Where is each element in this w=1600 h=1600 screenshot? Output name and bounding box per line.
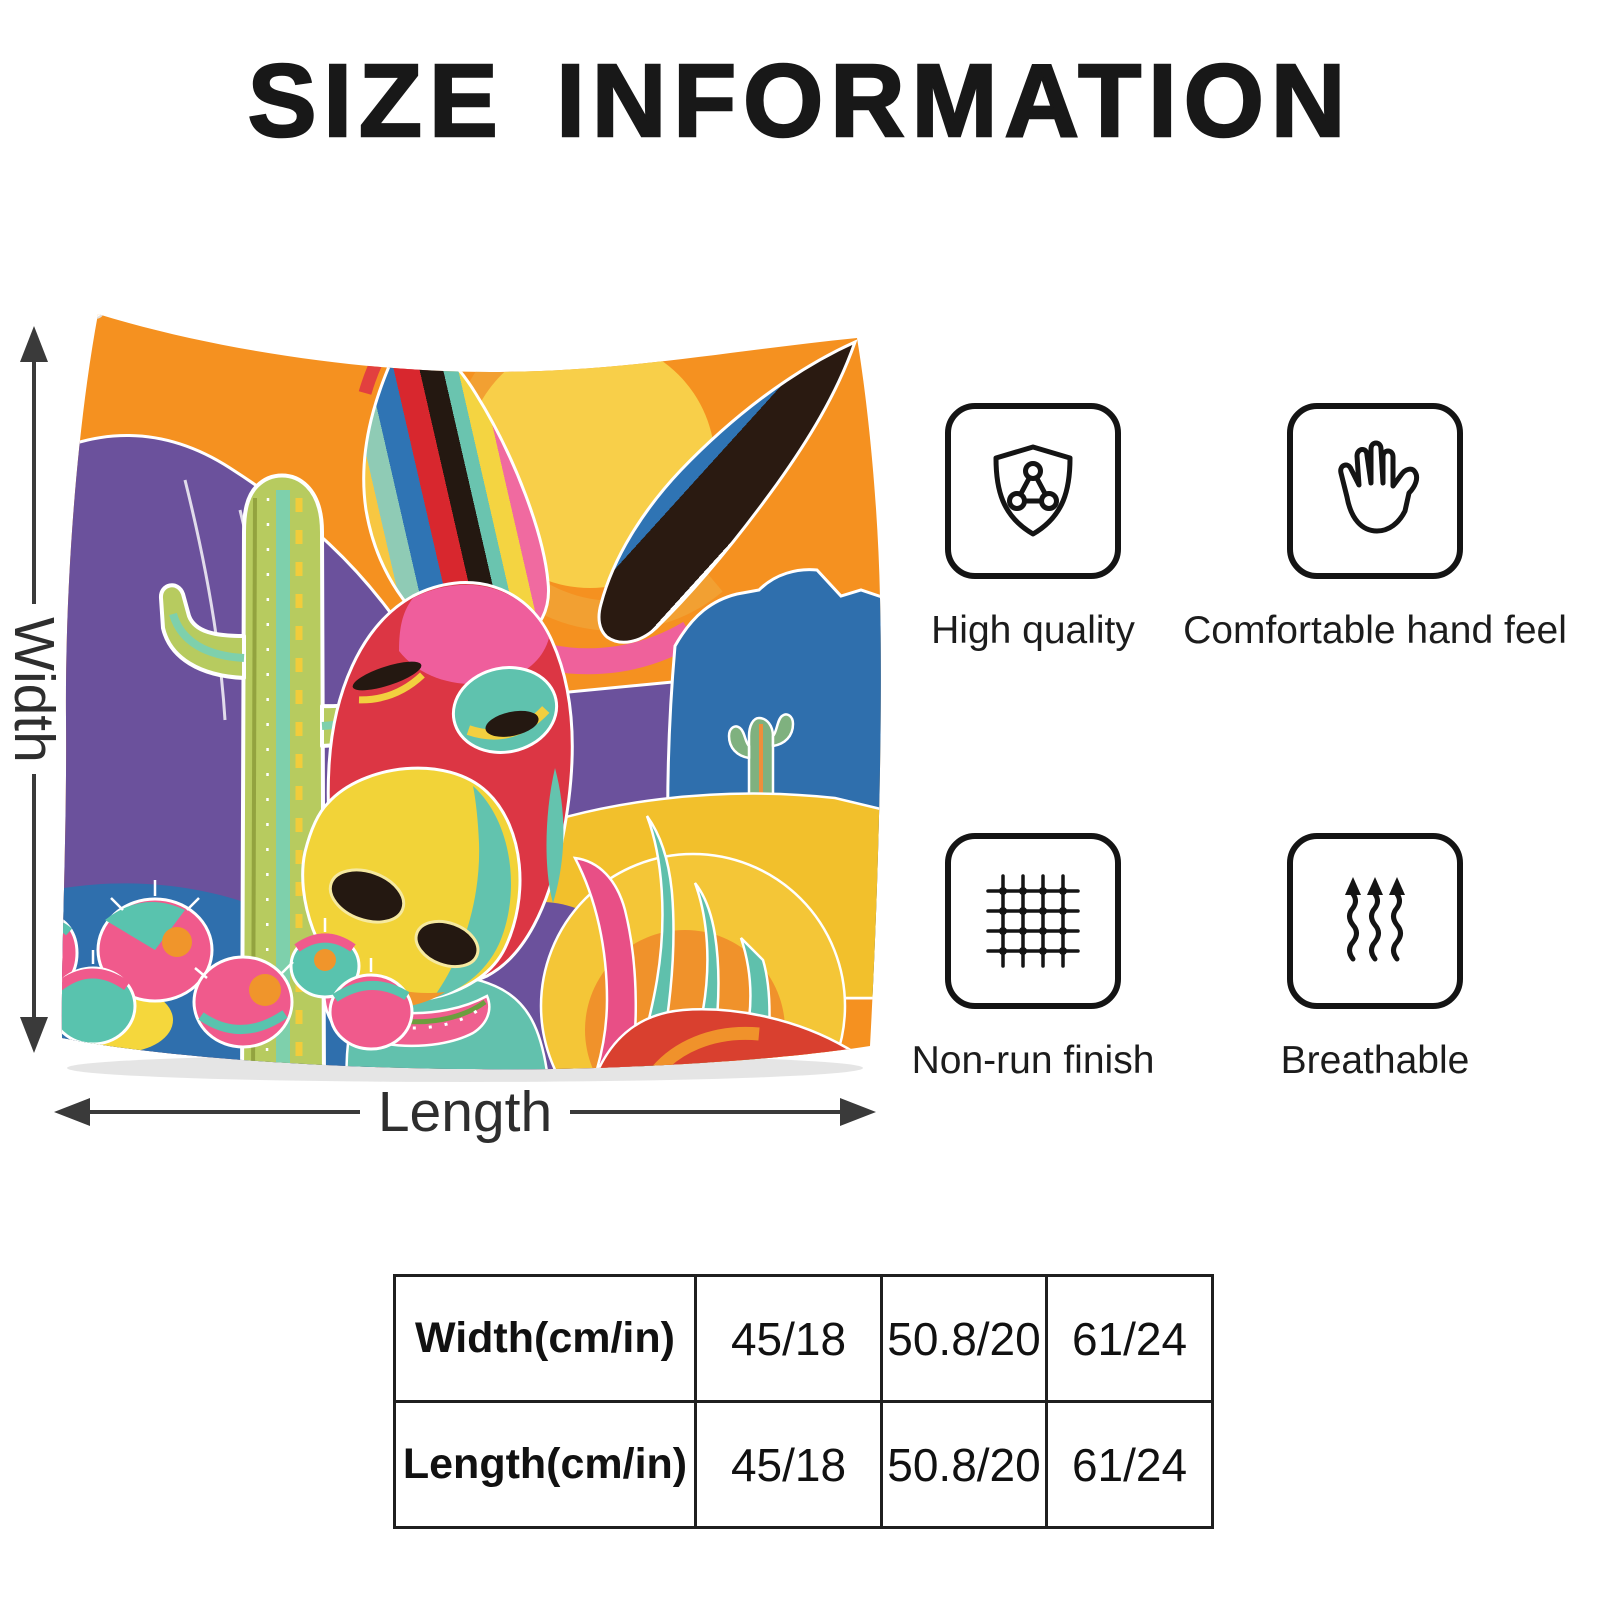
horizontal-double-arrow-icon <box>54 1098 876 1126</box>
nostril <box>414 919 480 969</box>
table-row-length: Length(cm/in) 45/18 50.8/20 61/24 <box>393 1400 1214 1529</box>
width-label: Width <box>2 616 66 763</box>
zipper-tab <box>83 314 105 320</box>
donkey-body <box>345 815 881 1070</box>
feature-breathable: Breathable <box>1140 833 1600 1083</box>
shield-quality-icon <box>945 403 1121 579</box>
table-row-width: Width(cm/in) 45/18 50.8/20 61/24 <box>393 1274 1214 1403</box>
prickly-pear-cacti <box>61 880 414 1051</box>
feature-label: Non-run finish <box>911 1039 1155 1082</box>
vertical-double-arrow-icon <box>20 326 48 1053</box>
length-size-2: 50.8/20 <box>880 1400 1048 1529</box>
hand-icon <box>1287 403 1463 579</box>
width-size-3: 61/24 <box>1045 1274 1214 1403</box>
feature-label: Breathable <box>1280 1039 1470 1082</box>
feature-non-run-finish: Non-run finish <box>798 833 1268 1083</box>
nostril <box>328 868 406 924</box>
feature-comfortable-hand-feel: Comfortable hand feel <box>1140 403 1600 653</box>
feature-label: High quality <box>931 609 1135 652</box>
donkey-left-eye <box>352 661 425 704</box>
row-header-length: Length(cm/in) <box>393 1400 697 1529</box>
feature-label: Comfortable hand feel <box>1183 609 1567 652</box>
breathable-arrows-icon <box>1287 833 1463 1009</box>
pillow-product-image <box>35 298 885 1088</box>
row-header-width: Width(cm/in) <box>393 1274 697 1403</box>
mesh-grid-icon <box>945 833 1121 1009</box>
size-table: Width(cm/in) 45/18 50.8/20 61/24 Length(… <box>393 1274 1214 1529</box>
length-dimension-arrow: Length <box>50 1080 880 1144</box>
donkey-pillow-illustration <box>61 314 881 1082</box>
width-dimension-arrow: Width <box>2 322 66 1057</box>
feature-high-quality: High quality <box>798 403 1268 653</box>
length-size-1: 45/18 <box>694 1400 883 1529</box>
width-size-1: 45/18 <box>694 1274 883 1403</box>
length-size-3: 61/24 <box>1045 1400 1214 1529</box>
page-title: SIZE INFORMATION <box>246 42 1353 160</box>
donkey-right-ear <box>597 339 858 644</box>
length-label: Length <box>377 1080 553 1144</box>
donkey-right-eye <box>451 666 559 754</box>
width-size-2: 50.8/20 <box>880 1274 1048 1403</box>
